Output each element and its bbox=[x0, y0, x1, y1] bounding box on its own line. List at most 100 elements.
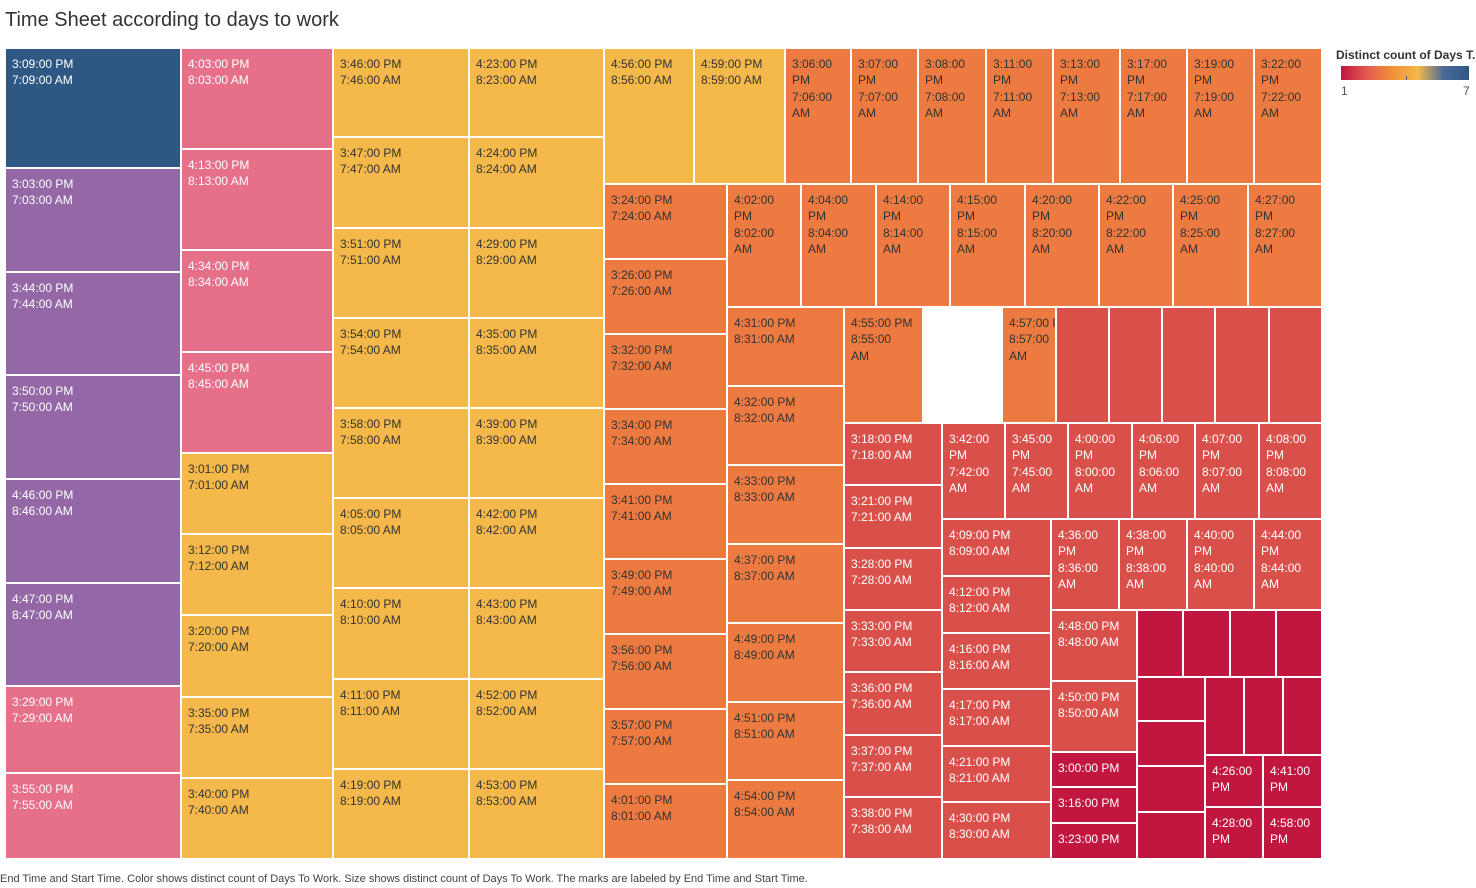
treemap-cell[interactable]: 4:41:00 PM bbox=[1263, 755, 1322, 807]
treemap-cell[interactable]: 4:31:00 PM 8:31:00 AM bbox=[727, 307, 844, 386]
treemap-cell[interactable]: 4:05:00 PM 8:05:00 AM bbox=[333, 498, 469, 588]
treemap-cell[interactable]: 4:08:00 PM 8:08:00 AM bbox=[1259, 423, 1322, 519]
treemap-cell[interactable]: 3:37:00 PM 7:37:00 AM bbox=[844, 735, 942, 797]
treemap-cell[interactable]: 3:19:00 PM 7:19:00 AM bbox=[1187, 48, 1254, 184]
treemap-cell[interactable]: 4:06:00 PM 8:06:00 AM bbox=[1132, 423, 1195, 519]
treemap-cell[interactable] bbox=[1162, 307, 1215, 423]
treemap-cell[interactable]: 4:25:00 PM 8:25:00 AM bbox=[1173, 184, 1248, 307]
treemap-cell[interactable]: 3:41:00 PM 7:41:00 AM bbox=[604, 484, 727, 559]
treemap-cell[interactable]: 4:07:00 PM 8:07:00 AM bbox=[1195, 423, 1259, 519]
treemap-cell[interactable]: 4:53:00 PM 8:53:00 AM bbox=[469, 769, 604, 859]
treemap-cell[interactable]: 4:26:00 PM bbox=[1205, 755, 1263, 807]
treemap-cell[interactable]: 4:47:00 PM 8:47:00 AM bbox=[5, 583, 181, 686]
treemap-cell[interactable]: 4:29:00 PM 8:29:00 AM bbox=[469, 228, 604, 318]
treemap-cell[interactable]: 4:54:00 PM 8:54:00 AM bbox=[727, 780, 844, 859]
treemap-cell[interactable]: 4:50:00 PM 8:50:00 AM bbox=[1051, 681, 1137, 752]
treemap-cell[interactable]: 3:38:00 PM 7:38:00 AM bbox=[844, 797, 942, 859]
treemap-cell[interactable]: 4:48:00 PM 8:48:00 AM bbox=[1051, 610, 1137, 681]
treemap-cell[interactable]: 3:22:00 PM 7:22:00 AM bbox=[1254, 48, 1322, 184]
treemap-cell[interactable]: 3:28:00 PM 7:28:00 AM bbox=[844, 548, 942, 610]
treemap-cell[interactable]: 4:37:00 PM 8:37:00 AM bbox=[727, 544, 844, 623]
treemap-cell[interactable] bbox=[1137, 721, 1205, 766]
treemap-cell[interactable]: 3:35:00 PM 7:35:00 AM bbox=[181, 697, 333, 778]
treemap-cell[interactable]: 3:46:00 PM 7:46:00 AM bbox=[333, 48, 469, 137]
treemap-cell[interactable]: 4:59:00 PM 8:59:00 AM bbox=[694, 48, 785, 184]
treemap-cell[interactable]: 4:44:00 PM 8:44:00 AM bbox=[1254, 519, 1322, 610]
treemap-cell[interactable]: 3:58:00 PM 7:58:00 AM bbox=[333, 408, 469, 498]
treemap-cell[interactable]: 4:56:00 PM 8:56:00 AM bbox=[604, 48, 694, 184]
treemap-cell[interactable]: 4:04:00 PM 8:04:00 AM bbox=[801, 184, 876, 307]
treemap-cell[interactable]: 4:45:00 PM 8:45:00 AM bbox=[181, 352, 333, 453]
treemap-cell[interactable]: 4:22:00 PM 8:22:00 AM bbox=[1099, 184, 1173, 307]
treemap-cell[interactable] bbox=[1137, 812, 1205, 859]
treemap-cell[interactable] bbox=[1205, 677, 1244, 755]
treemap-cell[interactable]: 4:19:00 PM 8:19:00 AM bbox=[333, 769, 469, 859]
treemap-cell[interactable]: 4:33:00 PM 8:33:00 AM bbox=[727, 465, 844, 544]
treemap-cell[interactable] bbox=[1109, 307, 1162, 423]
treemap-cell[interactable] bbox=[1183, 610, 1230, 677]
treemap-cell[interactable]: 3:40:00 PM 7:40:00 AM bbox=[181, 778, 333, 859]
treemap-cell[interactable]: 4:16:00 PM 8:16:00 AM bbox=[942, 633, 1051, 689]
treemap-cell[interactable]: 4:36:00 PM 8:36:00 AM bbox=[1051, 519, 1119, 610]
treemap-cell[interactable]: 4:17:00 PM 8:17:00 AM bbox=[942, 689, 1051, 746]
treemap-cell[interactable]: 4:10:00 PM 8:10:00 AM bbox=[333, 588, 469, 679]
treemap-cell[interactable]: 3:26:00 PM 7:26:00 AM bbox=[604, 259, 727, 334]
treemap-cell[interactable]: 3:29:00 PM 7:29:00 AM bbox=[5, 686, 181, 773]
treemap-cell[interactable]: 3:16:00 PM bbox=[1051, 787, 1137, 823]
treemap-cell[interactable]: 4:49:00 PM 8:49:00 AM bbox=[727, 623, 844, 702]
treemap-cell[interactable]: 3:00:00 PM bbox=[1051, 752, 1137, 787]
treemap-cell[interactable]: 4:35:00 PM 8:35:00 AM bbox=[469, 318, 604, 408]
treemap-cell[interactable]: 4:09:00 PM 8:09:00 AM bbox=[942, 519, 1051, 576]
treemap-cell[interactable]: 4:20:00 PM 8:20:00 AM bbox=[1025, 184, 1099, 307]
treemap-cell[interactable]: 3:36:00 PM 7:36:00 AM bbox=[844, 672, 942, 735]
treemap-cell[interactable]: 4:34:00 PM 8:34:00 AM bbox=[181, 250, 333, 352]
treemap-cell[interactable]: 3:49:00 PM 7:49:00 AM bbox=[604, 559, 727, 634]
treemap-cell[interactable]: 4:43:00 PM 8:43:00 AM bbox=[469, 588, 604, 679]
treemap-cell[interactable]: 3:01:00 PM 7:01:00 AM bbox=[181, 453, 333, 534]
treemap-cell[interactable]: 3:23:00 PM bbox=[1051, 823, 1137, 859]
treemap-cell[interactable]: 3:51:00 PM 7:51:00 AM bbox=[333, 228, 469, 318]
treemap-cell[interactable]: 4:38:00 PM 8:38:00 AM bbox=[1119, 519, 1187, 610]
treemap-cell[interactable]: 3:45:00 PM 7:45:00 AM bbox=[1005, 423, 1068, 519]
treemap-cell[interactable]: 4:11:00 PM 8:11:00 AM bbox=[333, 679, 469, 769]
treemap-cell[interactable] bbox=[1215, 307, 1269, 423]
treemap-cell[interactable]: 3:20:00 PM 7:20:00 AM bbox=[181, 615, 333, 697]
treemap-cell[interactable]: 3:11:00 PM 7:11:00 AM bbox=[986, 48, 1053, 184]
treemap-cell[interactable]: 3:56:00 PM 7:56:00 AM bbox=[604, 634, 727, 709]
treemap-cell[interactable]: 3:13:00 PM 7:13:00 AM bbox=[1053, 48, 1120, 184]
treemap-cell[interactable]: 4:12:00 PM 8:12:00 AM bbox=[942, 576, 1051, 633]
treemap-cell[interactable] bbox=[1283, 677, 1322, 755]
treemap-cell[interactable]: 4:55:00 PM 8:55:00 AM bbox=[844, 307, 923, 423]
treemap-cell[interactable]: 3:21:00 PM 7:21:00 AM bbox=[844, 485, 942, 548]
treemap-cell[interactable]: 4:32:00 PM 8:32:00 AM bbox=[727, 386, 844, 465]
treemap-cell[interactable]: 3:44:00 PM 7:44:00 AM bbox=[5, 272, 181, 375]
treemap-cell[interactable]: 4:39:00 PM 8:39:00 AM bbox=[469, 408, 604, 498]
treemap-cell[interactable]: 3:12:00 PM 7:12:00 AM bbox=[181, 534, 333, 615]
treemap-cell[interactable] bbox=[1230, 610, 1276, 677]
treemap-cell[interactable]: 3:17:00 PM 7:17:00 AM bbox=[1120, 48, 1187, 184]
treemap-cell[interactable]: 4:27:00 PM 8:27:00 AM bbox=[1248, 184, 1322, 307]
treemap-cell[interactable]: 3:57:00 PM 7:57:00 AM bbox=[604, 709, 727, 784]
treemap-cell[interactable]: 3:50:00 PM 7:50:00 AM bbox=[5, 375, 181, 479]
treemap-cell[interactable]: 4:13:00 PM 8:13:00 AM bbox=[181, 149, 333, 250]
treemap-cell[interactable] bbox=[1137, 610, 1183, 677]
treemap-cell[interactable]: 3:09:00 PM 7:09:00 AM bbox=[5, 48, 181, 168]
treemap-cell[interactable]: 4:58:00 PM bbox=[1263, 807, 1322, 859]
treemap-cell[interactable]: 3:08:00 PM 7:08:00 AM bbox=[918, 48, 986, 184]
treemap-cell[interactable] bbox=[1137, 766, 1205, 812]
treemap-cell[interactable]: 3:34:00 PM 7:34:00 AM bbox=[604, 409, 727, 484]
treemap-cell[interactable]: 4:15:00 PM 8:15:00 AM bbox=[950, 184, 1025, 307]
treemap-cell[interactable]: 3:55:00 PM 7:55:00 AM bbox=[5, 773, 181, 859]
treemap-cell[interactable] bbox=[1137, 677, 1205, 721]
treemap-cell[interactable] bbox=[1276, 610, 1322, 677]
treemap-cell[interactable]: 3:47:00 PM 7:47:00 AM bbox=[333, 137, 469, 228]
treemap-cell[interactable]: 3:03:00 PM 7:03:00 AM bbox=[5, 168, 181, 272]
treemap-cell[interactable]: 4:51:00 PM 8:51:00 AM bbox=[727, 702, 844, 780]
treemap-cell[interactable]: 4:14:00 PM 8:14:00 AM bbox=[876, 184, 950, 307]
treemap-cell[interactable]: 4:01:00 PM 8:01:00 AM bbox=[604, 784, 727, 859]
treemap-cell[interactable]: 4:00:00 PM 8:00:00 AM bbox=[1068, 423, 1132, 519]
treemap-cell[interactable]: 4:23:00 PM 8:23:00 AM bbox=[469, 48, 604, 137]
treemap-cell[interactable]: 3:33:00 PM 7:33:00 AM bbox=[844, 610, 942, 672]
treemap-cell[interactable]: 4:52:00 PM 8:52:00 AM bbox=[469, 679, 604, 769]
treemap-cell[interactable]: 3:24:00 PM 7:24:00 AM bbox=[604, 184, 727, 259]
